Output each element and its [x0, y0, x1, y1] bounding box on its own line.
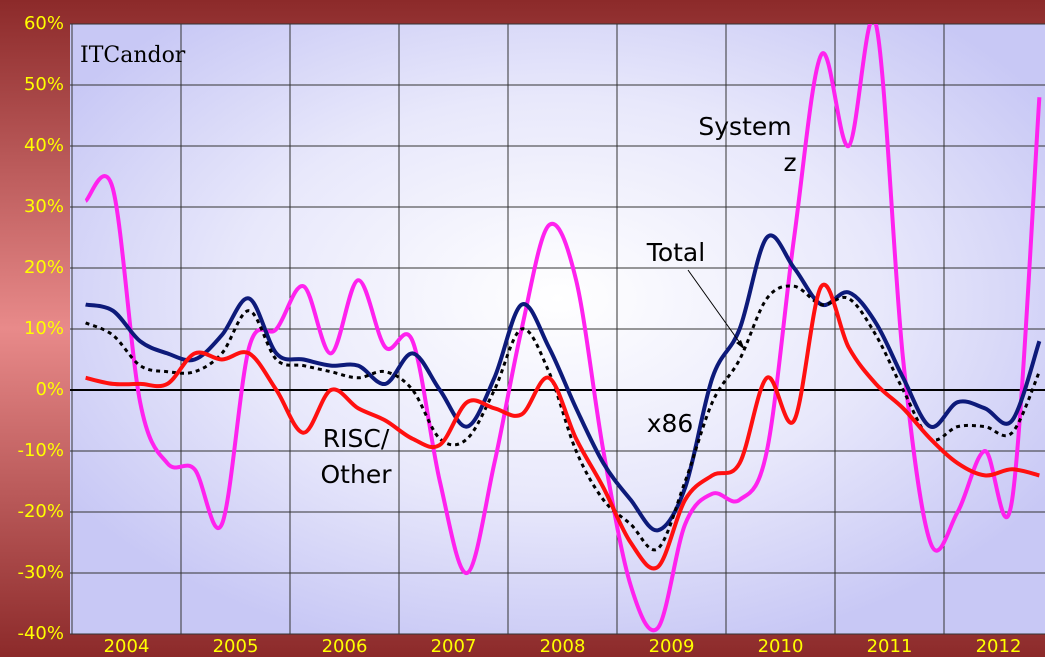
- x-tick-label: 2005: [213, 636, 259, 657]
- annotation: x86: [647, 409, 694, 438]
- x-tick-label: 2012: [976, 636, 1022, 657]
- annotation: RISC/: [323, 424, 390, 453]
- series-line: [84, 24, 1042, 633]
- y-tick-label: 0%: [35, 379, 64, 400]
- annotation: Other: [321, 460, 393, 489]
- x-tick-label: 2010: [758, 636, 804, 657]
- y-tick-label: 60%: [24, 13, 64, 34]
- annotation-arrow: [687, 269, 746, 351]
- y-tick-label: -30%: [17, 562, 64, 583]
- annotation: System: [698, 112, 791, 141]
- x-tick-label: 2008: [540, 636, 586, 657]
- y-tick-label: -20%: [17, 501, 64, 522]
- y-tick-label: 50%: [24, 74, 64, 95]
- arrow-head: [736, 340, 745, 350]
- series-line: [85, 282, 1040, 571]
- series-line: [85, 233, 1042, 533]
- y-tick-label: 40%: [24, 135, 64, 156]
- x-tick-label: 2007: [431, 636, 477, 657]
- x-tick-label: 2004: [104, 636, 150, 657]
- y-tick-label: -40%: [17, 623, 64, 644]
- y-tick-label: -10%: [17, 440, 64, 461]
- y-tick-label: 30%: [24, 196, 64, 217]
- y-tick-label: 20%: [24, 257, 64, 278]
- annotation: z: [783, 148, 796, 177]
- y-tick-label: 10%: [24, 318, 64, 339]
- x-tick-label: 2009: [649, 636, 695, 657]
- series-line: [85, 284, 1041, 552]
- x-tick-label: 2006: [322, 636, 368, 657]
- annotation: Total: [646, 238, 705, 267]
- logo: ITCandor: [80, 43, 186, 68]
- x-tick-label: 2011: [867, 636, 913, 657]
